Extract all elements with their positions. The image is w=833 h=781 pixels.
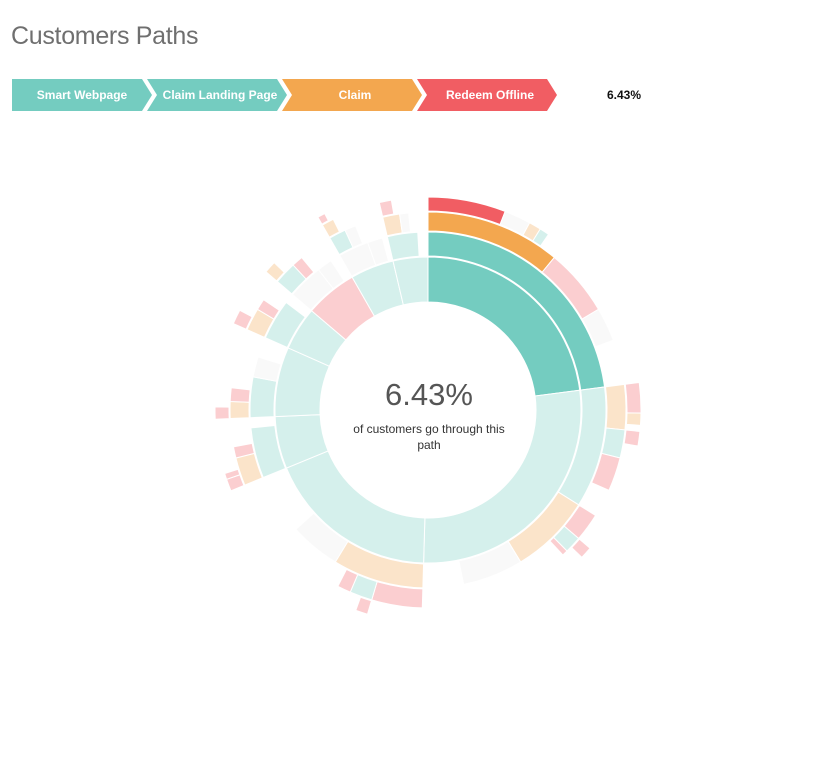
- sunburst-arc-other[interactable]: [252, 356, 282, 382]
- breadcrumb-step-claim-landing-page[interactable]: Claim Landing Page: [147, 79, 287, 111]
- sunburst-arc-redeem-offline[interactable]: [571, 538, 591, 559]
- sunburst-arc-redeem-offline[interactable]: [378, 199, 395, 217]
- sunburst-arc-redeem-offline[interactable]: [229, 387, 251, 403]
- breadcrumb: Smart Webpage Claim Landing Page Claim Rede…: [12, 79, 652, 111]
- sunburst-arc-redeem-offline[interactable]: [232, 309, 253, 330]
- breadcrumb-step-label: Claim: [339, 88, 372, 102]
- sunburst-arc-redeem-offline[interactable]: [256, 299, 281, 320]
- sunburst-arc-claim[interactable]: [229, 400, 250, 420]
- sunburst-arc-redeem-offline[interactable]: [292, 256, 315, 280]
- sunburst-arc-redeem-offline[interactable]: [355, 596, 373, 615]
- sunburst-arc-redeem-offline[interactable]: [590, 452, 621, 492]
- sunburst-arc-redeem-offline[interactable]: [623, 429, 641, 447]
- sunburst-arc-claim[interactable]: [265, 261, 285, 282]
- sunburst-arc-claim-landing-page[interactable]: [386, 231, 420, 261]
- sunburst-arc-claim[interactable]: [604, 383, 627, 431]
- sunburst-arc-other[interactable]: [317, 260, 345, 290]
- sunburst-arc-other[interactable]: [344, 225, 364, 249]
- sunburst-arc-claim-landing-page[interactable]: [532, 228, 550, 247]
- sunburst-arc-redeem-offline[interactable]: [224, 468, 241, 480]
- sunburst-arc-claim-landing-page[interactable]: [250, 424, 287, 479]
- sunburst-arc-claim-landing-page[interactable]: [264, 301, 306, 349]
- sunburst-arc-claim-landing-page[interactable]: [249, 376, 278, 419]
- breadcrumb-step-shape: [147, 79, 287, 111]
- breadcrumb-step-label: Redeem Offline: [446, 88, 534, 102]
- sunburst-arc-claim[interactable]: [625, 412, 642, 426]
- breadcrumb-step-shape: [282, 79, 422, 111]
- page-title: Customers Paths: [11, 22, 199, 50]
- sunburst-arc-other[interactable]: [398, 212, 412, 234]
- sunburst-arc-redeem-offline[interactable]: [624, 381, 642, 414]
- sunburst-arc-claim[interactable]: [382, 213, 403, 237]
- breadcrumb-step-redeem-offline[interactable]: Redeem Offline: [417, 79, 557, 111]
- sunburst-arc-redeem-offline[interactable]: [214, 406, 230, 420]
- sunburst-arc-other[interactable]: [581, 308, 614, 348]
- sunburst-arc-claim-landing-page[interactable]: [392, 256, 429, 306]
- sunburst-arc-claim[interactable]: [321, 218, 341, 238]
- breadcrumb-step-label: Smart Webpage: [37, 88, 128, 102]
- sunburst-arc-redeem-offline[interactable]: [549, 536, 568, 556]
- center-percentage: 6.43%: [385, 377, 473, 412]
- sunburst-arc-redeem-offline[interactable]: [337, 568, 359, 593]
- sunburst-arc-claim-landing-page[interactable]: [601, 427, 626, 459]
- breadcrumb-step-shape: [417, 79, 557, 111]
- sunburst-arc-other[interactable]: [367, 237, 390, 266]
- sunburst-arc-other[interactable]: [458, 540, 522, 585]
- breadcrumb-step-smart-webpage[interactable]: Smart Webpage: [12, 79, 152, 111]
- sunburst-arc-redeem-offline[interactable]: [232, 442, 255, 459]
- breadcrumb-step-claim[interactable]: Claim: [282, 79, 422, 111]
- breadcrumb-step-shape: [12, 79, 152, 111]
- breadcrumb-step-label: Claim Landing Page: [163, 88, 278, 102]
- sunburst-arc-redeem-offline[interactable]: [317, 212, 330, 225]
- center-caption: of customers go through this path: [353, 422, 505, 452]
- breadcrumb-trail: Smart Webpage Claim Landing Page Claim Rede…: [12, 79, 641, 111]
- sunburst-arc-other[interactable]: [295, 512, 349, 563]
- breadcrumb-percentage: 6.43%: [607, 88, 641, 102]
